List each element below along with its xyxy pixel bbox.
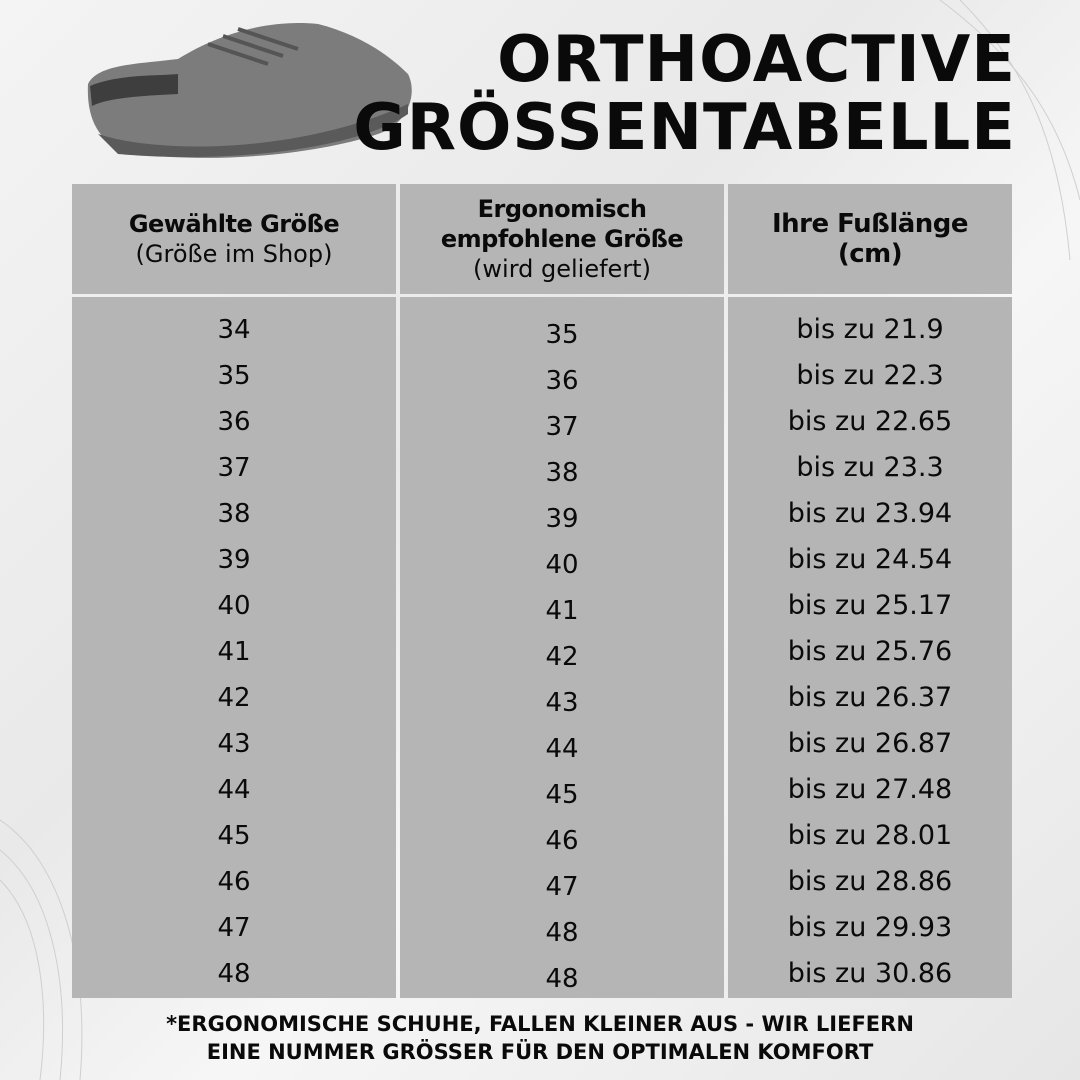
table-cell: bis zu 26.37 <box>787 682 953 713</box>
table-cell: 44 <box>217 775 251 805</box>
table-cell: 43 <box>545 688 579 718</box>
table-cell: 37 <box>217 453 251 483</box>
table-cell: 44 <box>545 734 579 764</box>
table-cell: 40 <box>545 550 579 580</box>
size-table: Gewählte Größe (Größe im Shop) Ergonomis… <box>72 184 1012 998</box>
shoe-image <box>87 23 412 158</box>
column-recommended-size: 35 36 37 38 39 40 41 42 43 44 45 46 47 48 48 <box>400 297 724 998</box>
table-cell: bis zu 30.86 <box>787 958 953 989</box>
table-cell: 39 <box>545 504 579 534</box>
footer-line-2: EINE NUMMER GRÖSSER FÜR DEN OPTIMALEN KO… <box>206 1040 874 1064</box>
table-cell: bis zu 25.76 <box>787 636 953 667</box>
table-cell: 47 <box>545 872 579 902</box>
table-cell: 39 <box>217 545 251 575</box>
table-cell: 37 <box>545 412 579 442</box>
table-cell: bis zu 23.3 <box>796 452 944 483</box>
table-cell: bis zu 22.3 <box>796 360 944 391</box>
table-cell: 38 <box>545 458 579 488</box>
table-cell: 35 <box>217 361 251 391</box>
table-cell: 46 <box>217 867 251 897</box>
header-title: Ergonomisch empfohlene Größe <box>440 195 684 253</box>
footer-note: *ERGONOMISCHE SCHUHE, FALLEN KLEINER AUS… <box>0 1010 1080 1066</box>
table-cell: bis zu 23.94 <box>787 498 953 529</box>
header-foot-length: Ihre Fußlänge (cm) <box>728 184 1012 294</box>
table-cell: bis zu 28.86 <box>787 866 953 897</box>
title-line-2: GRÖSSENTABELLE <box>353 91 1016 165</box>
header-selected-size: Gewählte Größe (Größe im Shop) <box>72 184 396 294</box>
table-cell: 42 <box>217 683 251 713</box>
table-cell: bis zu 29.93 <box>787 912 953 943</box>
table-cell: bis zu 26.87 <box>787 728 953 759</box>
table-cell: 40 <box>217 591 251 621</box>
table-cell: bis zu 25.17 <box>787 590 953 621</box>
column-foot-length: bis zu 21.9 bis zu 22.3 bis zu 22.65 bis zu… <box>728 297 1012 998</box>
table-cell: bis zu 22.65 <box>787 406 953 437</box>
title-line-1: ORTHOACTIVE <box>497 23 1016 97</box>
table-cell: 38 <box>217 499 251 529</box>
table-cell: 36 <box>217 407 251 437</box>
header-recommended-size: Ergonomisch empfohlene Größe (wird gelie… <box>400 184 724 294</box>
page-title: ORTHOACTIVE GRÖSSENTABELLE <box>353 26 1016 162</box>
table-cell: 43 <box>217 729 251 759</box>
table-cell: 47 <box>217 913 251 943</box>
header-title: Gewählte Größe <box>128 210 340 238</box>
header-subtitle: (Größe im Shop) <box>135 240 333 268</box>
table-cell: 41 <box>217 637 251 667</box>
table-cell: bis zu 27.48 <box>787 774 953 805</box>
table-cell: 42 <box>545 642 579 672</box>
table-cell: 46 <box>545 826 579 856</box>
table-cell: 45 <box>217 821 251 851</box>
table-cell: bis zu 24.54 <box>787 544 953 575</box>
table-cell: 48 <box>545 918 579 948</box>
header-title: Ihre Fußlänge (cm) <box>771 209 969 269</box>
table-cell: 41 <box>545 596 579 626</box>
table-cell: bis zu 28.01 <box>787 820 953 851</box>
footer-line-1: *ERGONOMISCHE SCHUHE, FALLEN KLEINER AUS… <box>166 1012 914 1036</box>
table-cell: 34 <box>217 315 251 345</box>
table-cell: 48 <box>545 964 579 994</box>
header-subtitle: (wird geliefert) <box>473 255 651 283</box>
table-cell: bis zu 21.9 <box>796 314 944 345</box>
column-selected-size: 34 35 36 37 38 39 40 41 42 43 44 45 46 47 48 <box>72 297 396 998</box>
table-cell: 48 <box>217 959 251 989</box>
table-cell: 45 <box>545 780 579 810</box>
table-cell: 36 <box>545 366 579 396</box>
table-cell: 35 <box>545 320 579 350</box>
